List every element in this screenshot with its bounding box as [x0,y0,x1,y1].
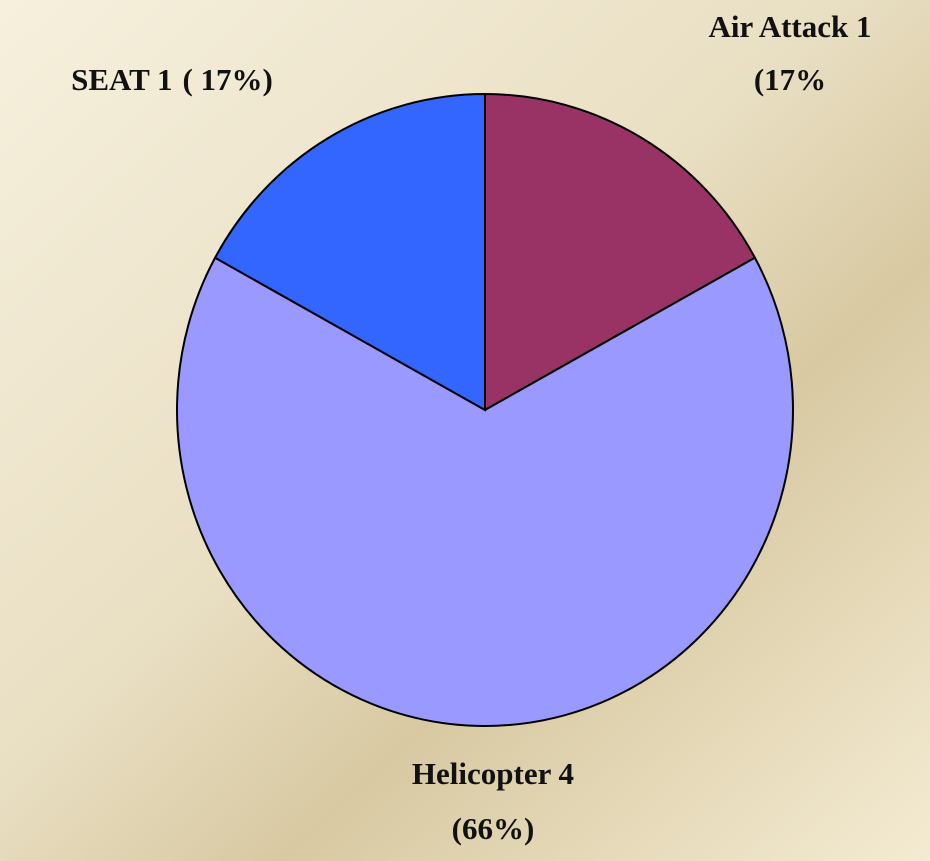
category-label: Air Attack 1 [708,9,871,44]
slice-label: SEAT 1 ( 17%) [71,62,273,97]
pie-slice [176,256,794,727]
pie-slice [484,92,757,412]
value-label: (17% [754,62,826,97]
value-label: (66%) [452,811,535,846]
slice-label: Helicopter 4 (66%) [412,756,574,846]
value-label: ( 17%) [182,62,272,97]
category-label: SEAT 1 [71,62,172,97]
category-label: Helicopter 4 [412,756,574,791]
slice-label: Air Attack 1 (17% [708,9,871,97]
pie-slice [213,92,486,412]
